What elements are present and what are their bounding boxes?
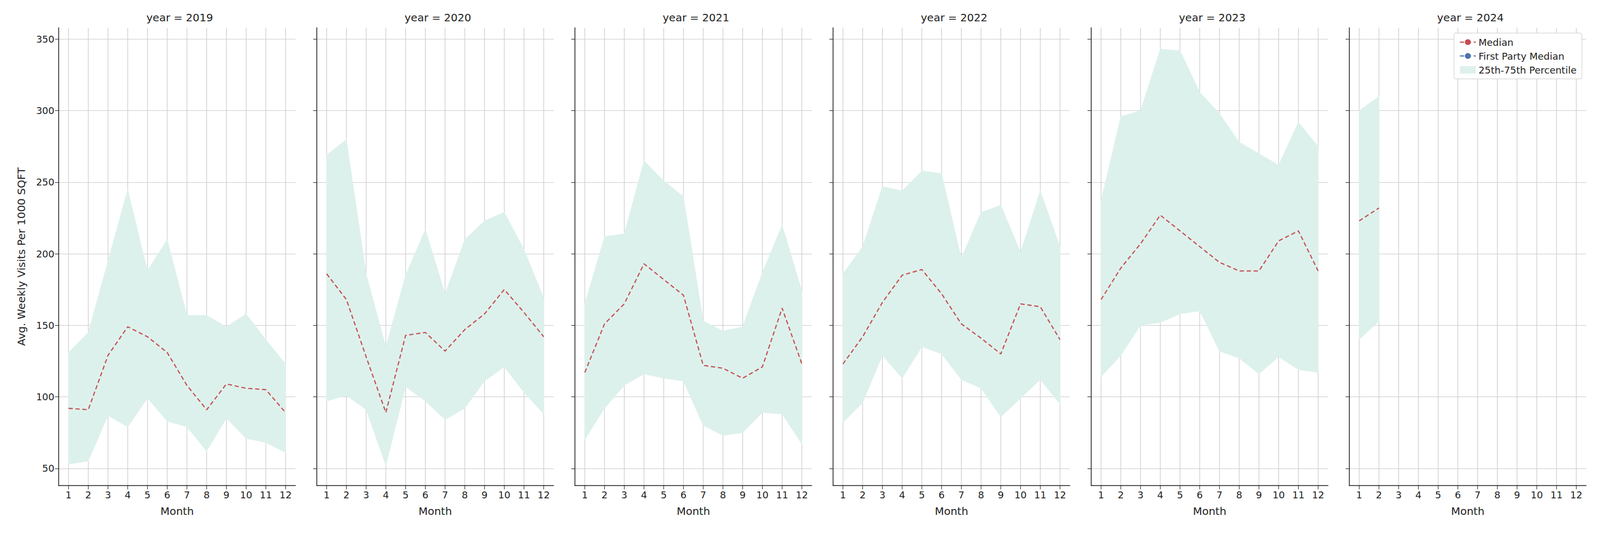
svg-text:9: 9: [739, 489, 746, 501]
svg-text:8: 8: [978, 489, 984, 501]
svg-text:2: 2: [859, 489, 866, 501]
svg-text:200: 200: [36, 248, 55, 260]
svg-text:3: 3: [1395, 489, 1402, 501]
svg-text:10: 10: [1014, 489, 1027, 501]
svg-text:year = 2020: year = 2020: [404, 11, 472, 24]
svg-text:250: 250: [36, 176, 55, 188]
svg-text:7: 7: [184, 489, 190, 501]
svg-text:8: 8: [720, 489, 726, 501]
svg-text:2: 2: [343, 489, 350, 501]
svg-text:9: 9: [997, 489, 1004, 501]
svg-text:4: 4: [1157, 489, 1164, 501]
svg-text:10: 10: [240, 489, 253, 501]
svg-text:150: 150: [36, 320, 55, 332]
svg-text:4: 4: [1415, 489, 1422, 501]
svg-text:2: 2: [85, 489, 92, 501]
svg-text:300: 300: [36, 105, 55, 117]
svg-text:350: 350: [36, 33, 55, 45]
svg-text:5: 5: [660, 489, 667, 501]
svg-text:8: 8: [1494, 489, 1501, 501]
svg-text:1: 1: [581, 489, 588, 501]
svg-text:10: 10: [1530, 489, 1543, 501]
svg-text:Month: Month: [934, 505, 969, 518]
svg-text:First Party Median: First Party Median: [1478, 50, 1565, 62]
svg-text:3: 3: [363, 489, 370, 501]
svg-text:6: 6: [938, 489, 945, 501]
svg-text:9: 9: [481, 489, 488, 501]
svg-text:6: 6: [164, 489, 171, 501]
svg-text:Avg. Weekly Visits Per 1000 SQ: Avg. Weekly Visits Per 1000 SQFT: [14, 166, 28, 347]
svg-text:11: 11: [776, 489, 789, 501]
svg-text:1: 1: [65, 489, 72, 501]
svg-text:9: 9: [223, 489, 230, 501]
svg-text:12: 12: [1570, 489, 1583, 501]
svg-text:1: 1: [1098, 489, 1104, 501]
svg-text:year = 2019: year = 2019: [146, 11, 214, 24]
svg-text:11: 11: [1292, 489, 1305, 501]
svg-text:8: 8: [203, 489, 210, 501]
svg-text:9: 9: [1514, 489, 1520, 501]
svg-text:5: 5: [402, 489, 409, 501]
svg-text:Month: Month: [1451, 505, 1485, 518]
svg-text:1: 1: [323, 489, 330, 501]
svg-text:11: 11: [1034, 489, 1047, 501]
svg-text:7: 7: [1216, 489, 1223, 501]
svg-text:4: 4: [124, 489, 131, 501]
svg-text:Month: Month: [1193, 505, 1227, 518]
svg-text:2: 2: [601, 489, 608, 501]
svg-text:10: 10: [1272, 489, 1285, 501]
svg-text:2: 2: [1376, 489, 1382, 501]
svg-text:5: 5: [1177, 489, 1183, 501]
svg-text:year = 2023: year = 2023: [1179, 11, 1246, 24]
svg-text:11: 11: [259, 489, 272, 501]
svg-text:year = 2022: year = 2022: [921, 11, 988, 24]
svg-text:Month: Month: [160, 505, 195, 518]
svg-text:2: 2: [1117, 489, 1124, 501]
svg-text:6: 6: [1196, 489, 1203, 501]
svg-text:3: 3: [1137, 489, 1144, 501]
svg-text:7: 7: [958, 489, 965, 501]
svg-text:4: 4: [641, 489, 647, 501]
svg-text:6: 6: [680, 489, 687, 501]
svg-text:year = 2024: year = 2024: [1437, 11, 1504, 24]
svg-text:7: 7: [1474, 489, 1481, 501]
svg-text:12: 12: [1312, 489, 1325, 501]
svg-text:5: 5: [1435, 489, 1442, 501]
svg-text:Month: Month: [418, 505, 453, 518]
svg-text:12: 12: [795, 489, 808, 501]
svg-text:Month: Month: [676, 505, 711, 518]
svg-text:25th-75th Percentile: 25th-75th Percentile: [1478, 64, 1577, 76]
svg-text:12: 12: [1053, 489, 1067, 501]
svg-text:3: 3: [105, 489, 111, 501]
svg-text:12: 12: [279, 489, 292, 501]
svg-text:year = 2021: year = 2021: [662, 11, 730, 24]
svg-text:10: 10: [756, 489, 769, 501]
svg-text:5: 5: [918, 489, 925, 501]
svg-text:Median: Median: [1478, 36, 1514, 48]
svg-text:7: 7: [700, 489, 707, 501]
svg-text:1: 1: [1356, 489, 1363, 501]
svg-text:12: 12: [537, 489, 550, 501]
svg-text:8: 8: [1236, 489, 1243, 501]
svg-text:50: 50: [42, 462, 55, 475]
svg-text:3: 3: [621, 489, 628, 501]
svg-text:6: 6: [422, 489, 429, 501]
svg-text:8: 8: [461, 489, 468, 501]
svg-text:11: 11: [517, 489, 531, 501]
svg-text:10: 10: [498, 489, 511, 501]
svg-text:4: 4: [899, 489, 906, 501]
svg-text:3: 3: [879, 489, 886, 501]
svg-text:7: 7: [442, 489, 448, 501]
svg-text:11: 11: [1550, 489, 1563, 501]
svg-text:100: 100: [36, 391, 55, 403]
svg-text:1: 1: [840, 489, 846, 501]
svg-text:9: 9: [1256, 489, 1262, 501]
svg-text:5: 5: [144, 489, 151, 501]
svg-text:6: 6: [1454, 489, 1461, 501]
svg-text:4: 4: [382, 489, 389, 501]
